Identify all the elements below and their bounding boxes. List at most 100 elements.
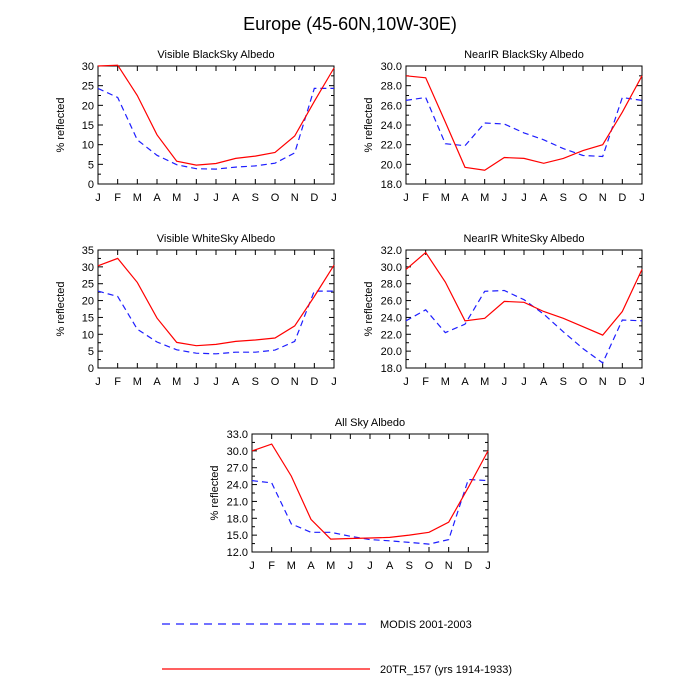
chart-panel-4: NearIR WhiteSky Albedo 18.0 20.0 22.0 24.0 26… (363, 233, 645, 388)
y-axis-label: % reflected (363, 281, 375, 336)
y-tick-label: 27.0 (227, 463, 248, 475)
chart-title: All Sky Albedo (335, 417, 405, 429)
y-tick-label: 22.0 (381, 140, 402, 152)
series-line-modis (405, 289, 643, 364)
plot-frame (405, 65, 643, 185)
legend-model-label: 20TR_157 (yrs 1914-1933) (380, 664, 512, 676)
series-line-20tr157 (405, 251, 643, 336)
series-line-20tr157 (97, 64, 335, 166)
x-tick-label: J (95, 192, 101, 204)
y-tick-label: 30.0 (227, 446, 248, 458)
x-tick-label: J (403, 192, 409, 204)
x-tick-label: D (310, 376, 318, 388)
y-tick-label: 30.0 (381, 262, 402, 274)
x-tick-label: J (348, 560, 354, 572)
y-tick-label: 24.0 (381, 120, 402, 132)
x-tick-label: M (133, 192, 142, 204)
chart-panel-2: NearIR BlackSky Albedo 18.0 20.0 22.0 24.0 26… (363, 49, 645, 204)
y-tick-label: 30 (82, 61, 94, 73)
x-tick-label: O (271, 192, 280, 204)
x-tick-label: M (172, 376, 181, 388)
x-tick-label: O (579, 192, 588, 204)
x-tick-label: D (464, 560, 472, 572)
x-tick-label: N (445, 560, 453, 572)
y-tick-label: 26.0 (381, 100, 402, 112)
x-tick-label: M (326, 560, 335, 572)
x-tick-label: S (252, 192, 259, 204)
x-tick-label: J (194, 376, 200, 388)
figure-title: Europe (45-60N,10W-30E) (243, 14, 457, 34)
x-tick-label: S (252, 376, 259, 388)
x-tick-label: M (172, 192, 181, 204)
x-tick-label: M (441, 192, 450, 204)
series-line-20tr157 (251, 443, 489, 540)
y-tick-label: 15 (82, 120, 94, 132)
x-tick-label: F (114, 192, 121, 204)
y-tick-label: 18.0 (381, 363, 402, 375)
chart-title: NearIR BlackSky Albedo (464, 49, 584, 61)
legend-modis-label: MODIS 2001-2003 (380, 619, 472, 631)
x-tick-label: A (540, 376, 548, 388)
plot-frame (97, 65, 335, 185)
y-tick-label: 10 (82, 329, 94, 341)
x-tick-label: J (502, 376, 508, 388)
y-tick-label: 22.0 (381, 329, 402, 341)
x-tick-label: J (639, 376, 645, 388)
x-tick-label: F (114, 376, 121, 388)
series-line-modis (251, 478, 489, 545)
y-tick-label: 5 (88, 159, 94, 171)
x-tick-label: F (422, 192, 429, 204)
y-tick-label: 25 (82, 81, 94, 93)
y-tick-label: 30 (82, 262, 94, 274)
x-tick-label: A (153, 192, 161, 204)
y-tick-label: 35 (82, 245, 94, 257)
x-tick-label: F (268, 560, 275, 572)
x-tick-label: A (461, 376, 469, 388)
plot-frame (251, 433, 489, 553)
x-tick-label: O (425, 560, 434, 572)
y-tick-label: 28.0 (381, 81, 402, 93)
y-tick-label: 33.0 (227, 429, 248, 441)
x-tick-label: S (560, 192, 567, 204)
y-tick-label: 24.0 (381, 312, 402, 324)
x-tick-label: N (599, 192, 607, 204)
x-tick-label: D (618, 376, 626, 388)
x-tick-label: J (502, 192, 508, 204)
x-tick-label: J (95, 376, 101, 388)
x-tick-label: A (232, 376, 240, 388)
y-tick-label: 25 (82, 279, 94, 291)
y-tick-label: 20 (82, 296, 94, 308)
x-tick-label: M (133, 376, 142, 388)
series-line-modis (405, 96, 643, 158)
x-tick-label: J (194, 192, 200, 204)
plot-frame (405, 249, 643, 369)
x-tick-label: A (307, 560, 315, 572)
x-tick-label: M (480, 192, 489, 204)
legend: MODIS 2001-2003 20TR_157 (yrs 1914-1933) (162, 619, 512, 676)
x-tick-label: J (521, 192, 527, 204)
y-tick-label: 20.0 (381, 159, 402, 171)
series-line-20tr157 (405, 75, 643, 171)
y-axis-label: % reflected (55, 281, 67, 336)
x-tick-label: S (560, 376, 567, 388)
y-axis-label: % reflected (209, 465, 221, 520)
y-tick-label: 30.0 (381, 61, 402, 73)
x-tick-label: D (618, 192, 626, 204)
x-tick-label: J (403, 376, 409, 388)
x-tick-label: A (386, 560, 394, 572)
x-tick-label: M (287, 560, 296, 572)
y-tick-label: 24.0 (227, 480, 248, 492)
x-tick-label: M (480, 376, 489, 388)
x-tick-label: J (249, 560, 255, 572)
x-tick-label: D (310, 192, 318, 204)
plot-frame (97, 249, 335, 369)
x-tick-label: J (331, 192, 337, 204)
x-tick-label: J (213, 192, 219, 204)
x-tick-label: J (213, 376, 219, 388)
x-tick-label: J (521, 376, 527, 388)
y-tick-label: 21.0 (227, 496, 248, 508)
